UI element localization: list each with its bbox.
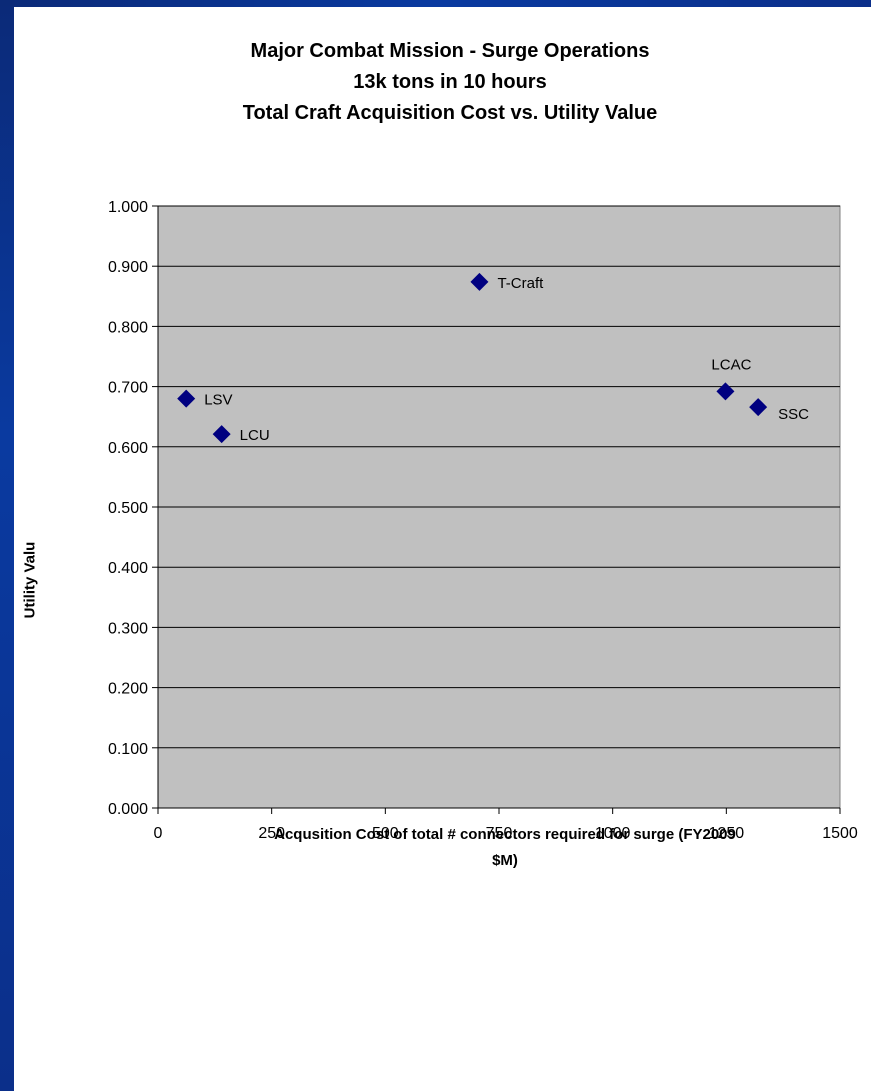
y-tick-label: 0.300 xyxy=(108,620,148,637)
x-axis-label-line-1: Acqusition Cost of total # connectors re… xyxy=(274,826,736,843)
data-point-lcu xyxy=(212,425,231,444)
x-axis-label: Acqusition Cost of total # connectors re… xyxy=(175,822,835,874)
x-tick-label: 1500 xyxy=(822,825,858,842)
data-label-lcu: LCU xyxy=(240,427,270,444)
x-tick-label: 0 xyxy=(154,825,163,842)
y-tick-label: 0.200 xyxy=(108,681,148,698)
chart-title-line-3: Total Craft Acquisition Cost vs. Utility… xyxy=(242,102,658,124)
y-tick-label: 0.600 xyxy=(108,440,148,457)
y-tick-label: 0.000 xyxy=(108,801,148,818)
slide-top-band xyxy=(0,0,871,7)
data-label-ssc: SSC xyxy=(778,406,809,423)
data-label-lsv: LSV xyxy=(204,392,232,409)
y-tick-label: 0.900 xyxy=(108,259,148,276)
x-tick-label: 500 xyxy=(372,825,399,842)
slide-left-band xyxy=(0,0,14,1091)
chart-title-line-2: 13k tons in 10 hours xyxy=(353,71,547,93)
x-tick-label: 750 xyxy=(486,825,513,842)
data-point-lcac xyxy=(716,382,735,401)
data-label-t-craft: T-Craft xyxy=(497,275,544,292)
data-point-lsv xyxy=(177,389,196,408)
x-tick-label: 250 xyxy=(258,825,285,842)
x-axis-label-line-2: $M) xyxy=(492,852,518,869)
y-tick-label: 0.100 xyxy=(108,741,148,758)
data-point-ssc xyxy=(749,398,768,417)
data-label-lcac: LCAC xyxy=(711,356,751,373)
x-tick-label: 1250 xyxy=(709,825,745,842)
y-tick-label: 0.400 xyxy=(108,560,148,577)
chart-title: Major Combat Mission - Surge Operations … xyxy=(0,36,871,129)
y-tick-label: 0.800 xyxy=(108,319,148,336)
y-tick-label: 1.000 xyxy=(108,199,148,216)
y-tick-label: 0.500 xyxy=(108,500,148,517)
x-tick-label: 1000 xyxy=(595,825,631,842)
chart-title-line-1: Major Combat Mission - Surge Operations xyxy=(250,40,650,62)
y-tick-label: 0.700 xyxy=(108,380,148,397)
data-point-t-craft xyxy=(470,272,489,291)
